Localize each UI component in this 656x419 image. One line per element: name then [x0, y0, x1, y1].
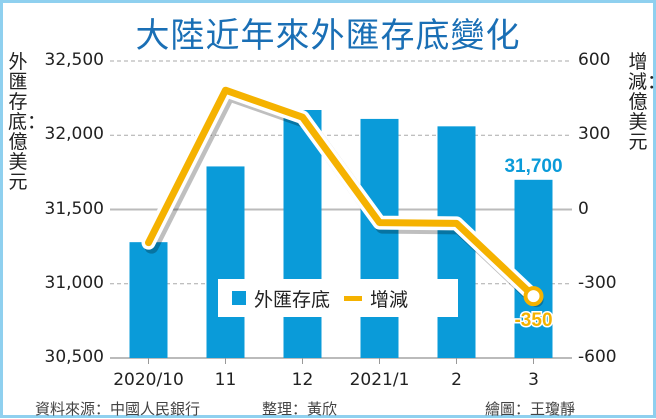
chart-title: 大陸近年來外匯存底變化: [135, 16, 521, 56]
bar-swatch-icon: [232, 291, 246, 305]
line-value-label: -350: [514, 310, 552, 331]
x-tick-label: 12: [291, 370, 314, 390]
left-tick-label: 32,000: [44, 124, 104, 145]
right-tick-label: 300: [578, 124, 611, 145]
bar: [129, 242, 168, 358]
x-tick-label: 11: [214, 370, 237, 390]
left-tick-label: 31,000: [44, 272, 104, 293]
editor-credit: 整理：黃欣: [262, 400, 338, 418]
line-swatch-icon: [344, 295, 363, 301]
bar: [360, 118, 399, 358]
legend-item-reserves: 外匯存底: [232, 285, 330, 312]
x-tick-label: 2020/10: [113, 370, 184, 390]
right-tick-label: 600: [578, 50, 611, 70]
x-tick-label: 2: [451, 370, 462, 390]
bar: [514, 179, 553, 358]
left-tick-label: 32,500: [44, 50, 104, 70]
line-end-marker: [523, 286, 544, 307]
source-credit: 資料來源：中國人民銀行: [35, 400, 201, 418]
left-tick-label: 31,500: [44, 198, 104, 219]
artist-credit: 繪圖：王瓊靜: [485, 400, 576, 418]
legend: 外匯存底 增減: [218, 279, 458, 317]
x-tick-label: 3: [528, 370, 539, 390]
legend-item-change: 增減: [344, 285, 408, 312]
left-tick-label: 30,500: [44, 347, 104, 367]
right-tick-label: 0: [578, 198, 589, 219]
legend-label-change: 增減: [370, 288, 409, 311]
bar-value-label: 31,700: [504, 156, 562, 177]
right-tick-label: -300: [578, 272, 617, 293]
right-tick-label: -600: [578, 347, 617, 367]
change-line: [145, 86, 537, 300]
legend-label-reserves: 外匯存底: [254, 288, 331, 311]
bar: [206, 166, 245, 358]
x-tick-label: 2021/1: [349, 370, 410, 390]
